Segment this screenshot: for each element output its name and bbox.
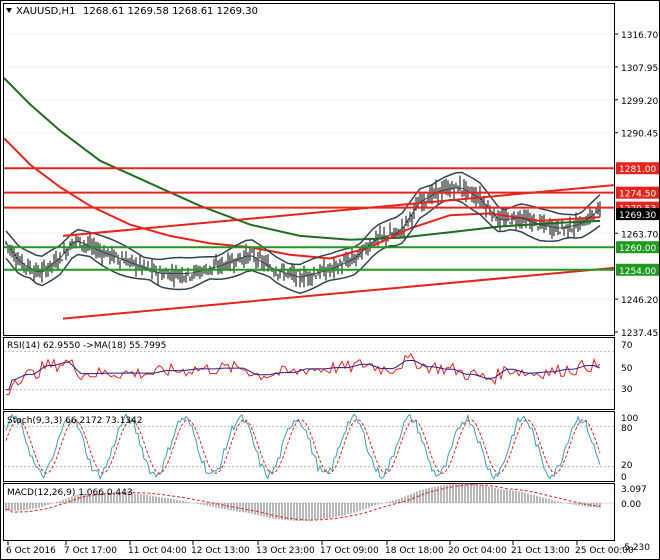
time-tick-label: 17 Oct 09:00 <box>320 546 379 556</box>
macd-tick-bottom: -5.230 <box>621 543 650 553</box>
level-label-support: 1260.00 <box>616 241 659 254</box>
price-tick-label: 1246.20 <box>621 296 658 306</box>
stoch-main-line <box>5 413 601 481</box>
price-tick-label: 1290.45 <box>621 130 658 140</box>
macd-signal-line <box>5 484 601 521</box>
time-tick-label: 21 Oct 13:00 <box>511 546 570 556</box>
svg-text:1281.00: 1281.00 <box>619 165 656 175</box>
stoch-tick-80: 80 <box>621 424 633 434</box>
ma-fast-line <box>3 137 601 260</box>
stoch-pane[interactable]: Stoch(9,3,3) 66.2172 73.1342 100 80 20 0 <box>3 411 639 484</box>
macd-pane[interactable]: MACD(12,26,9) 1.066 0.443 3.097 0.00 -5.… <box>3 483 651 553</box>
ohlc-readout: 1268.61 1269.58 1268.61 1269.30 <box>83 6 258 17</box>
svg-text:1254.00: 1254.00 <box>619 267 656 277</box>
bollinger-middle-line <box>5 187 601 278</box>
symbol-label: XAUUSD,H1 <box>16 6 75 17</box>
dropdown-triangle-icon[interactable] <box>6 8 12 13</box>
rsi-tick-50: 50 <box>621 364 633 374</box>
stoch-label: Stoch(9,3,3) 66.2172 73.1342 <box>7 416 142 426</box>
price-tick-label: 1307.95 <box>621 64 658 74</box>
svg-text:1269.30: 1269.30 <box>619 211 656 221</box>
price-levels: 1281.001274.501270.531260.001254.001269.… <box>4 162 659 320</box>
ma-slow-line <box>3 77 601 241</box>
price-axis: 1316.70 1307.95 1299.20 1290.45 1263.70 1246.… <box>614 31 658 339</box>
time-axis: 6 Oct 2016 7 Oct 17:00 11 Oct 04:00 12 Oct … <box>6 540 634 556</box>
rsi-label: RSI(14) 62.9550 ->MA(18) 55.7995 <box>7 341 166 351</box>
macd-tick-top: 3.097 <box>621 485 647 495</box>
macd-series <box>4 483 614 522</box>
stoch-tick-0: 0 <box>621 473 627 483</box>
time-tick-label: 7 Oct 17:00 <box>64 546 117 556</box>
price-grid <box>4 33 614 333</box>
price-tick-label: 1237.45 <box>621 329 658 339</box>
price-tick-label: 1299.20 <box>621 97 658 107</box>
time-tick-label: 11 Oct 04:00 <box>128 546 187 556</box>
price-pane-border <box>3 3 615 336</box>
price-tick-label: 1316.70 <box>621 31 658 41</box>
svg-text:1274.50: 1274.50 <box>619 190 656 200</box>
time-tick-label: 6 Oct 2016 <box>6 546 56 556</box>
stoch-series <box>4 413 614 481</box>
macd-label: MACD(12,26,9) 1.066 0.443 <box>7 488 133 498</box>
stoch-tick-20: 20 <box>621 461 633 471</box>
price-tick-label: 1263.70 <box>621 230 658 240</box>
rsi-ma-line <box>6 360 601 391</box>
time-tick-label: 20 Oct 04:00 <box>448 546 507 556</box>
svg-text:1260.00: 1260.00 <box>619 244 656 254</box>
price-pane[interactable]: 1281.001274.501270.531260.001254.001269.… <box>3 3 660 336</box>
stoch-signal-line <box>5 419 601 474</box>
rsi-tick-70: 70 <box>621 341 633 351</box>
level-label-resistance: 1274.50 <box>616 186 659 200</box>
current-price-label: 1269.30 <box>616 208 659 221</box>
rsi-pane[interactable]: RSI(14) 62.9550 ->MA(18) 55.7995 70 50 3… <box>3 337 633 410</box>
time-tick-label: 12 Oct 13:00 <box>191 546 250 556</box>
level-label-support: 1254.00 <box>616 263 659 277</box>
rsi-tick-30: 30 <box>621 385 633 395</box>
time-tick-label: 13 Oct 23:00 <box>256 546 315 556</box>
rsi-series <box>4 350 614 396</box>
time-tick-label: 18 Oct 18:00 <box>385 546 444 556</box>
stoch-tick-100: 100 <box>621 414 638 424</box>
time-tick-label: 25 Oct 00:00 <box>575 546 634 556</box>
trendline-lower[interactable] <box>62 266 615 320</box>
bollinger-lower-line <box>5 198 601 295</box>
level-label-resistance: 1281.00 <box>616 162 659 175</box>
macd-tick-zero: 0.00 <box>621 500 641 510</box>
